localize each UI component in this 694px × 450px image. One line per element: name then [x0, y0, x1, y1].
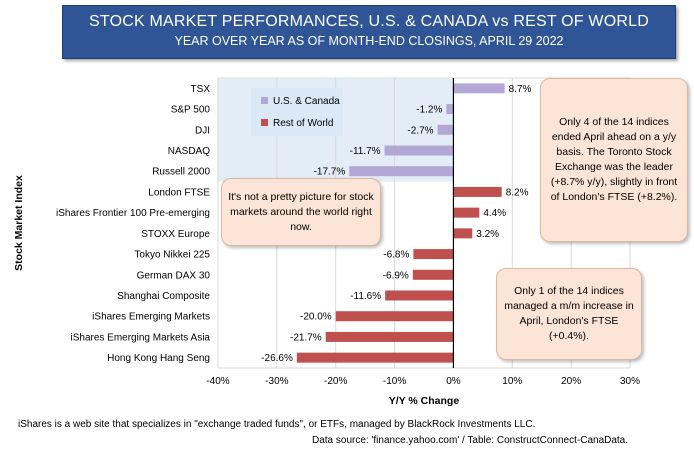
x-tick-label: 20%: [561, 376, 581, 387]
annotation-left: It's not a pretty picture for stock mark…: [221, 178, 381, 246]
data-label: -6.8%: [383, 250, 409, 261]
data-label: -1.2%: [416, 105, 442, 116]
x-tick-label: 30%: [620, 376, 640, 387]
category-label: iShares Frontier 100 Pre-emerging: [56, 208, 210, 219]
x-tick-label: 10%: [502, 376, 522, 387]
bar: [296, 352, 454, 363]
category-label: TSX: [191, 84, 211, 95]
x-axis-title: Y/Y % Change: [389, 395, 460, 407]
bar: [453, 228, 473, 239]
bar: [413, 249, 454, 260]
category-label: London FTSE: [148, 187, 210, 198]
category-label: Russell 2000: [152, 167, 210, 178]
data-label: -11.7%: [350, 146, 381, 157]
x-tick-label: -30%: [265, 376, 288, 387]
data-label: 3.2%: [476, 229, 499, 240]
labels: -40% -30% -20% -10% 0% 10% 20% 30% TSX 8.7% S&P 50…: [13, 84, 640, 407]
footnote-1: iShares is a web site that specializes i…: [18, 419, 536, 430]
data-label: 8.7%: [509, 84, 532, 95]
data-label: -26.6%: [261, 353, 293, 364]
legend-box: [251, 88, 343, 136]
data-label: -6.9%: [383, 270, 409, 281]
legend-swatch: [261, 97, 268, 104]
legend: U.S. & Canada Rest of World: [251, 88, 343, 136]
bar: [349, 166, 454, 177]
bar: [446, 104, 454, 115]
bar: [453, 83, 505, 94]
bar: [453, 186, 502, 197]
data-label: -17.7%: [314, 167, 346, 178]
data-label: 8.2%: [506, 187, 529, 198]
data-label: -20.0%: [300, 312, 332, 323]
chart-subtitle: YEAR OVER YEAR AS OF MONTH-END CLOSINGS,…: [174, 34, 564, 48]
x-tick-label: -20%: [324, 376, 347, 387]
legend-swatch: [261, 119, 268, 126]
annotation-bottom-right: Only 1 of the 14 indices managed a m/m i…: [496, 268, 642, 360]
bars: [296, 83, 505, 363]
data-label: -11.6%: [350, 291, 381, 302]
category-label: NASDAQ: [168, 146, 210, 157]
annotation-top-right: Only 4 of the 14 indices ended April ahe…: [540, 78, 688, 242]
category-label: German DAX 30: [137, 270, 211, 281]
data-label: -2.7%: [407, 125, 433, 136]
bar: [453, 207, 480, 218]
bar: [384, 145, 454, 156]
x-tick-label: -40%: [206, 376, 229, 387]
bar: [412, 269, 454, 280]
category-label: Tokyo Nikkei 225: [134, 250, 210, 261]
x-tick-label: -10%: [383, 376, 406, 387]
footnote-2: Data source: 'finance.yahoo.com' / Table…: [312, 435, 629, 446]
data-label: 4.4%: [483, 208, 506, 219]
bar: [385, 290, 454, 301]
x-tick-label: 0%: [446, 376, 461, 387]
bar: [437, 124, 454, 135]
category-label: DJI: [195, 125, 210, 136]
category-label: iShares Emerging Markets: [92, 312, 210, 323]
category-label: Hong Kong Hang Seng: [107, 353, 210, 364]
bar: [335, 311, 454, 322]
legend-entry: Rest of World: [273, 118, 333, 129]
data-label: -21.7%: [290, 332, 322, 343]
y-axis-title: Stock Market Index: [13, 175, 25, 271]
category-label: Shanghai Composite: [117, 291, 210, 302]
category-label: S&P 500: [171, 105, 211, 116]
category-label: iShares Emerging Markets Asia: [70, 332, 210, 343]
bar: [325, 331, 454, 342]
chart-title-banner: STOCK MARKET PERFORMANCES, U.S. & CANADA…: [62, 5, 676, 59]
chart-title: STOCK MARKET PERFORMANCES, U.S. & CANADA…: [89, 13, 649, 30]
category-label: STOXX Europe: [141, 229, 210, 240]
legend-entry: U.S. & Canada: [273, 96, 340, 107]
